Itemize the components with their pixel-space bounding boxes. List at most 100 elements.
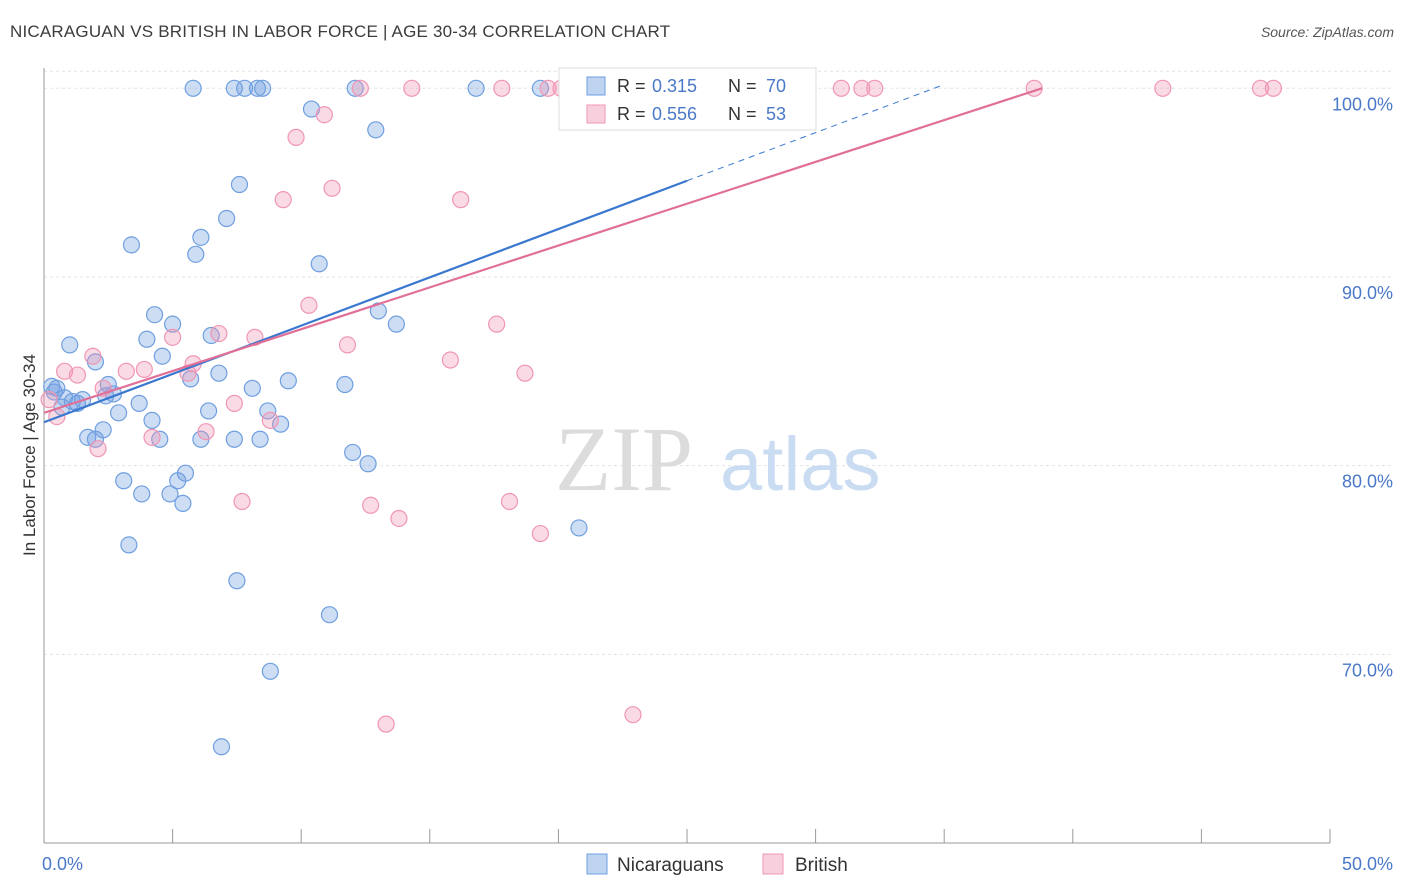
nicaraguans-point-17 [115, 472, 133, 490]
british-point-51 [1251, 79, 1270, 97]
nicaraguans-point-19 [122, 236, 141, 254]
british-point-3 [68, 366, 87, 384]
stats-legend: R = 0.315 N = 70 R = 0.556 N = 53 [558, 67, 817, 131]
y-tick-label-0: 70.0% [1342, 660, 1393, 680]
nicaraguans-point-31 [176, 464, 195, 482]
legend-n-label-british: N = [728, 104, 757, 124]
nicaraguans-point-24 [145, 306, 164, 324]
series-legend-swatch-nicaraguans [586, 853, 608, 875]
british-point-16 [233, 492, 251, 511]
series-legend-label-nicaraguans: Nicaraguans [617, 855, 724, 876]
nicaraguans-point-60 [346, 79, 364, 97]
nicaraguans-point-27 [161, 485, 179, 503]
trend-line-nicaraguans-extension [686, 84, 945, 182]
chart-title: NICARAGUAN VS BRITISH IN LABOR FORCE | A… [10, 22, 671, 41]
british-point-32 [488, 315, 506, 333]
legend-r-value-british: 0.556 [652, 104, 697, 124]
british-point-37 [539, 79, 557, 97]
nicaraguans-point-37 [200, 402, 218, 420]
nicaraguans-point-20 [130, 394, 148, 412]
nicaraguans-point-54 [279, 372, 297, 390]
nicaraguans-point-26 [153, 347, 171, 365]
watermark-atlas: atlas [720, 422, 881, 507]
x-tick-label-min: 0.0% [42, 854, 83, 874]
british-point-27 [377, 715, 395, 733]
series-legend: Nicaraguans British [586, 853, 848, 876]
series-legend-swatch-british [762, 853, 784, 875]
watermark-zip: ZIP [555, 408, 693, 510]
british-point-24 [338, 336, 357, 354]
british-point-47 [853, 79, 871, 97]
nicaraguans-point-43 [225, 430, 243, 448]
british-point-8 [135, 360, 153, 379]
nicaraguans-point-61 [359, 455, 377, 473]
nicaraguans-point-34 [187, 245, 205, 263]
legend-r-label-nicaraguans: R = [617, 76, 646, 96]
trend-lines [43, 84, 1043, 424]
british-point-26 [362, 496, 380, 514]
british-point-9 [143, 428, 161, 446]
british-point-30 [441, 351, 459, 369]
chart-source: Source: ZipAtlas.com [1260, 24, 1394, 40]
legend-n-label-nicaraguans: N = [728, 76, 757, 96]
british-point-48 [866, 79, 884, 97]
watermark: ZIP atlas [555, 408, 881, 510]
data-points [40, 79, 1283, 756]
legend-r-label-british: R = [617, 104, 646, 124]
nicaraguans-point-58 [336, 375, 354, 394]
nicaraguans-point-69 [570, 519, 588, 537]
nicaraguans-point-48 [248, 79, 267, 97]
legend-swatch-nicaraguans [586, 76, 606, 96]
nicaraguans-point-53 [272, 415, 290, 433]
nicaraguans-point-49 [251, 430, 269, 448]
nicaraguans-point-62 [367, 121, 385, 139]
trend-line-british [43, 87, 1043, 414]
legend-n-value-nicaraguans: 70 [766, 76, 786, 96]
gridlines [44, 70, 1392, 655]
nicaraguans-point-5 [61, 336, 79, 354]
y-axis-label: In Labor Force | Age 30-34 [20, 354, 39, 556]
series-legend-label-british: British [795, 855, 848, 876]
british-point-20 [287, 128, 305, 146]
nicaraguans-point-52 [261, 662, 279, 680]
british-point-36 [531, 524, 549, 543]
british-point-28 [390, 509, 408, 528]
british-point-4 [84, 347, 102, 365]
british-point-21 [300, 296, 318, 314]
british-point-50 [1154, 79, 1172, 97]
nicaraguans-point-28 [164, 315, 182, 333]
british-point-13 [197, 423, 215, 441]
british-point-19 [274, 191, 292, 209]
british-point-7 [117, 362, 135, 380]
british-point-14 [210, 324, 228, 343]
nicaraguans-point-21 [133, 485, 151, 503]
nicaraguans-point-64 [387, 315, 405, 333]
british-point-25 [351, 79, 369, 97]
nicaraguans-point-59 [344, 443, 362, 462]
nicaraguans-point-65 [467, 79, 485, 97]
british-point-0 [40, 391, 58, 409]
british-point-23 [323, 179, 341, 197]
legend-r-value-nicaraguans: 0.315 [652, 76, 697, 96]
british-point-10 [164, 328, 182, 346]
y-tick-label-2: 90.0% [1342, 283, 1393, 303]
british-point-35 [516, 364, 534, 382]
nicaraguans-point-35 [192, 228, 210, 246]
british-point-33 [493, 79, 511, 97]
british-point-18 [261, 411, 279, 429]
trend-line-nicaraguans [43, 179, 688, 424]
y-tick-label-1: 80.0% [1342, 472, 1393, 492]
legend-swatch-british [586, 104, 606, 124]
axes [43, 68, 1331, 844]
british-point-5 [89, 440, 107, 458]
nicaraguans-point-47 [243, 379, 261, 397]
nicaraguans-point-30 [174, 494, 192, 512]
british-point-34 [500, 492, 519, 511]
nicaraguans-point-23 [143, 411, 161, 429]
british-point-29 [403, 79, 421, 97]
british-point-31 [452, 191, 470, 209]
nicaraguans-point-18 [120, 536, 138, 554]
nicaraguans-point-45 [230, 175, 249, 194]
stats-legend-box [558, 67, 817, 131]
british-point-40 [624, 706, 642, 724]
